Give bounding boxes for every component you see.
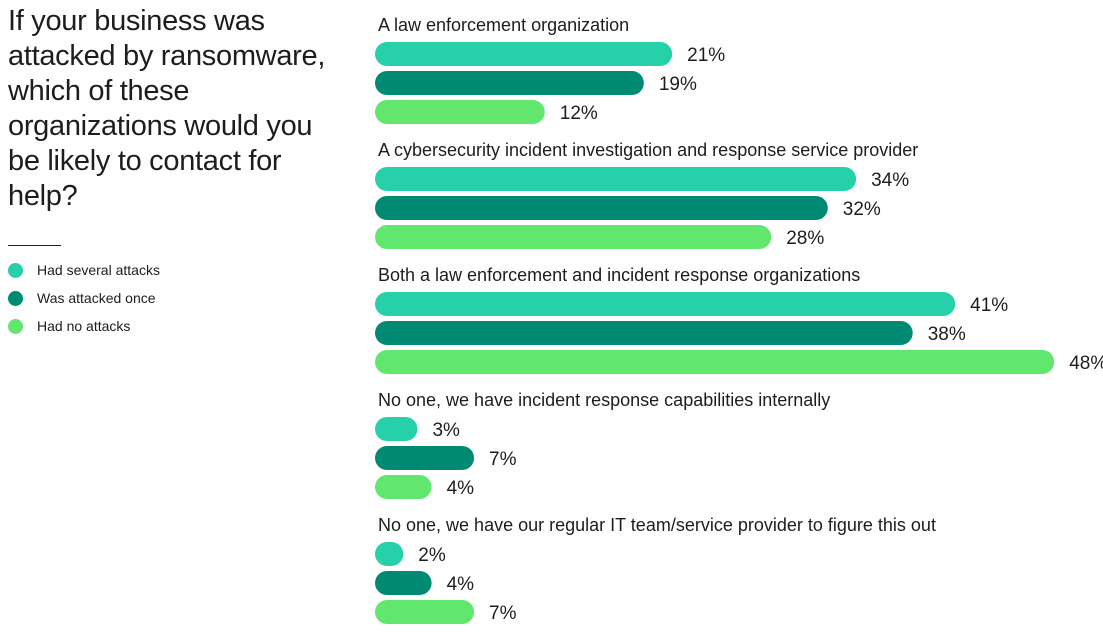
legend-divider (8, 245, 61, 246)
bar-had-several-attacks (375, 292, 956, 316)
bar-had-no-attacks (375, 600, 475, 624)
legend-swatch-once (8, 290, 23, 306)
category-group-3: Both a law enforcement and incident resp… (375, 265, 1103, 374)
bar-was-attacked-once (375, 446, 475, 470)
bar-had-no-attacks (375, 100, 545, 124)
value-label: 19% (659, 74, 697, 95)
bar-was-attacked-once (375, 71, 644, 95)
value-label: 21% (687, 45, 725, 66)
category-label: A law enforcement organization (378, 15, 629, 35)
value-label: 4% (447, 478, 475, 499)
legend-label-none: Had no attacks (37, 318, 131, 334)
value-label: 38% (928, 324, 966, 345)
legend: Had several attacks Was attacked once Ha… (8, 245, 160, 340)
category-label: A cybersecurity incident investigation a… (378, 140, 918, 160)
chart-title: If your business was attacked by ransomw… (8, 5, 326, 212)
legend-swatch-several (8, 262, 23, 278)
bar-was-attacked-once (375, 321, 913, 345)
value-label: 48% (1069, 353, 1103, 374)
value-label: 2% (418, 545, 446, 566)
value-label: 32% (843, 199, 881, 220)
category-label: No one, we have incident response capabi… (378, 390, 830, 410)
bar-had-several-attacks (375, 542, 404, 566)
category-group-5: No one, we have our regular IT team/serv… (375, 515, 936, 624)
value-label: 4% (447, 574, 475, 595)
bar-had-no-attacks (375, 475, 432, 499)
legend-label-several: Had several attacks (37, 262, 160, 278)
value-label: 34% (871, 170, 909, 191)
legend-item-once: Was attacked once (8, 284, 160, 312)
category-group-2: A cybersecurity incident investigation a… (375, 140, 918, 249)
value-label: 12% (560, 103, 598, 124)
category-group-4: No one, we have incident response capabi… (375, 390, 830, 499)
bar-had-no-attacks (375, 225, 772, 249)
value-label: 41% (970, 295, 1008, 316)
legend-label-once: Was attacked once (37, 290, 156, 306)
value-label: 3% (432, 420, 460, 441)
legend-item-none: Had no attacks (8, 312, 160, 340)
bar-had-several-attacks (375, 417, 418, 441)
bar-had-several-attacks (375, 167, 857, 191)
category-label: Both a law enforcement and incident resp… (378, 265, 860, 285)
value-label: 7% (489, 449, 517, 470)
bar-was-attacked-once (375, 571, 432, 595)
category-group-1: A law enforcement organization 21% 19% 12% (375, 15, 725, 124)
category-label: No one, we have our regular IT team/serv… (378, 515, 936, 535)
bar-was-attacked-once (375, 196, 828, 220)
bar-had-several-attacks (375, 42, 673, 66)
legend-swatch-none (8, 318, 23, 334)
bar-had-no-attacks (375, 350, 1055, 374)
value-label: 7% (489, 603, 517, 624)
legend-item-several: Had several attacks (8, 256, 160, 284)
value-label: 28% (786, 228, 824, 249)
